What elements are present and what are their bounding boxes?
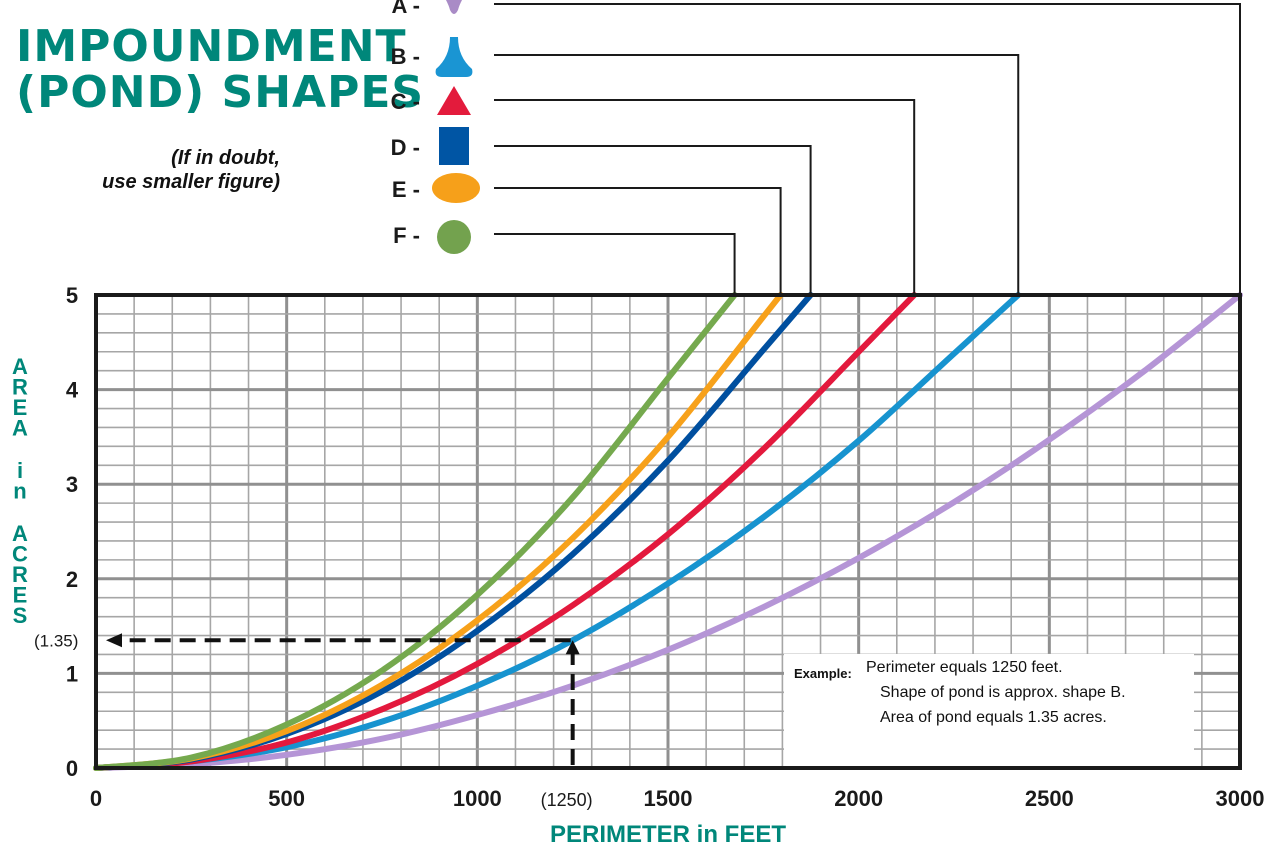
x-tick-label: 1500 bbox=[644, 786, 693, 811]
y-tick-label: 2 bbox=[66, 567, 78, 592]
y-tick-label: 1 bbox=[66, 661, 78, 686]
leader-line-d bbox=[494, 145, 812, 295]
arrow-up-icon bbox=[565, 640, 580, 655]
funnel-icon bbox=[445, 0, 463, 14]
example-box bbox=[784, 654, 1194, 766]
circle-icon bbox=[437, 220, 471, 254]
leader-line-e bbox=[494, 187, 782, 295]
shape-key-label-a: A - bbox=[391, 0, 420, 18]
x-tick-label: 2000 bbox=[834, 786, 883, 811]
arrow-left-icon bbox=[106, 633, 122, 648]
shape-key-label-e: E - bbox=[392, 177, 420, 202]
shape-key-label-d: D - bbox=[391, 135, 420, 160]
example-y-value: (1.35) bbox=[34, 631, 78, 650]
flask-icon bbox=[435, 37, 473, 77]
example-annotation: Example: Perimeter equals 1250 feet. Shape… bbox=[794, 659, 1126, 726]
x-tick-label: 2500 bbox=[1025, 786, 1074, 811]
square-icon bbox=[439, 127, 469, 165]
grid bbox=[96, 295, 1240, 768]
example-line: Area of pond equals 1.35 acres. bbox=[880, 709, 1107, 726]
note-line-2: use smaller figure) bbox=[102, 171, 280, 193]
x-tick-label: 1000 bbox=[453, 786, 502, 811]
chart-note: (If in doubt, use smaller figure) bbox=[40, 146, 280, 194]
shape-key: A - B - C - D - E - F - bbox=[391, 0, 1241, 295]
example-line: Perimeter equals 1250 feet. bbox=[866, 659, 1063, 676]
ellipse-icon bbox=[432, 173, 480, 203]
plot-frame bbox=[94, 293, 1242, 770]
series-line-b bbox=[93, 292, 1022, 771]
y-tick-label: 4 bbox=[66, 378, 79, 403]
y-tick-label: 3 bbox=[66, 472, 78, 497]
shape-key-label-b: B - bbox=[391, 44, 420, 69]
shape-key-label-f: F - bbox=[393, 223, 420, 248]
leader-line-b bbox=[494, 54, 1020, 295]
series-line-f bbox=[93, 292, 738, 771]
note-line-1: (If in doubt, bbox=[171, 147, 280, 169]
leader-line-f bbox=[494, 233, 736, 295]
shape-key-label-c: C - bbox=[391, 89, 420, 114]
x-tick-label: 3000 bbox=[1216, 786, 1265, 811]
example-line: Shape of pond is approx. shape B. bbox=[880, 684, 1126, 701]
y-tick-label: 5 bbox=[66, 283, 78, 308]
leader-line-a bbox=[494, 3, 1241, 295]
y-tick-label: 0 bbox=[66, 756, 78, 781]
x-axis-title: PERIMETER in FEET bbox=[550, 821, 786, 848]
triangle-icon bbox=[437, 86, 471, 115]
series-line-c bbox=[93, 292, 918, 771]
x-tick-label: 0 bbox=[90, 786, 102, 811]
example-x-value: (1250) bbox=[541, 790, 593, 810]
x-tick-label: 500 bbox=[268, 786, 305, 811]
series-line-a bbox=[93, 292, 1243, 771]
leader-line-c bbox=[494, 99, 916, 295]
example-label: Example: bbox=[794, 666, 852, 681]
